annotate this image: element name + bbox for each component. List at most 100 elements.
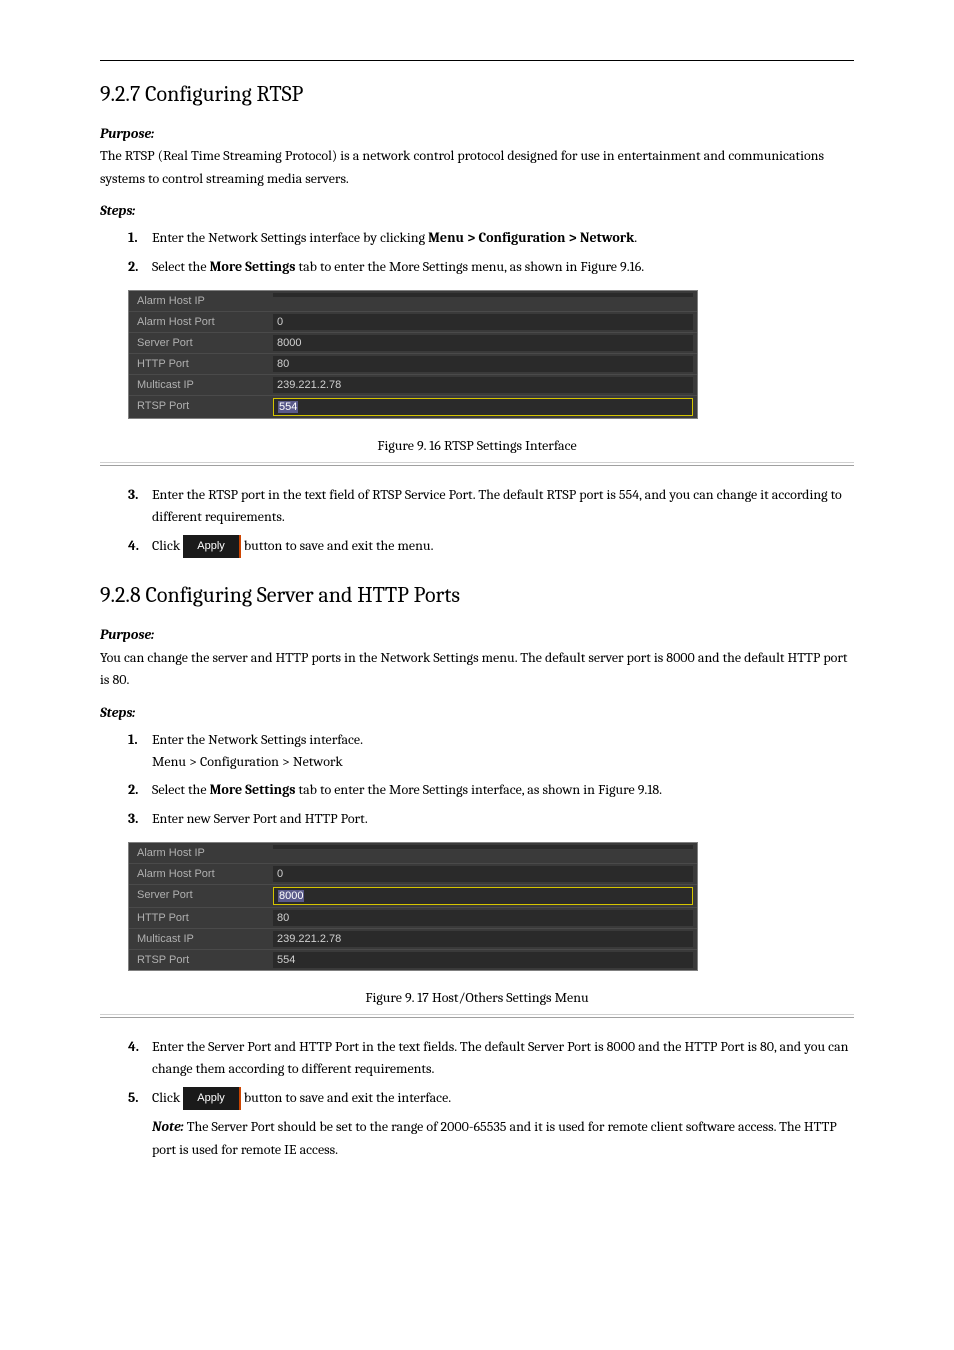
step-text: . [634, 229, 637, 246]
settings-row: RTSP Port554 [129, 950, 697, 970]
settings-row: RTSP Port554 [129, 396, 697, 418]
step-2: 2. Select the More Settings tab to enter… [128, 256, 854, 278]
settings-row: HTTP Port80 [129, 354, 697, 375]
purpose-text-ports: You can change the server and HTTP ports… [100, 649, 847, 688]
figure-rule [100, 462, 854, 463]
apply-button[interactable]: Apply [183, 535, 241, 559]
step-marker: 4. [128, 535, 152, 559]
figure-rule [100, 465, 854, 466]
step-marker: 1. [128, 227, 152, 249]
figure-rule [100, 1017, 854, 1018]
step-5: 5. Click Apply button to save and exit t… [128, 1087, 854, 1111]
settings-row: Server Port8000 [129, 333, 697, 354]
step-text: Click [152, 1089, 183, 1106]
settings-value-cell [269, 291, 697, 311]
steps-label-rtsp: Steps: [100, 202, 854, 219]
step-4: 4. Enter the Server Port and HTTP Port i… [128, 1036, 854, 1081]
step-marker: 3. [128, 808, 152, 830]
settings-row: Server Port8000 [129, 885, 697, 908]
step-text: button to save and exit the menu. [244, 537, 434, 554]
settings-row: Alarm Host IP [129, 843, 697, 864]
settings-row: Multicast IP239.221.2.78 [129, 929, 697, 950]
settings-input[interactable]: 554 [273, 952, 693, 968]
settings-row: Alarm Host Port0 [129, 312, 697, 333]
step-text: tab to enter the More Settings menu, as … [295, 258, 644, 275]
settings-row: Alarm Host Port0 [129, 864, 697, 885]
settings-value-cell: 554 [269, 396, 697, 418]
step-text-bold: Menu > Configuration > Network [428, 229, 634, 246]
ports-settings-panel: Alarm Host IPAlarm Host Port0Server Port… [128, 842, 698, 971]
step-text: Enter new Server Port and HTTP Port. [152, 808, 854, 830]
settings-value-cell: 239.221.2.78 [269, 929, 697, 949]
step-4: 4. Click Apply button to save and exit t… [128, 535, 854, 559]
settings-label: Multicast IP [129, 375, 269, 395]
settings-input[interactable]: 80 [273, 356, 693, 372]
step-marker: 2. [128, 779, 152, 801]
purpose-text-rtsp: The RTSP (Real Time Streaming Protocol) … [100, 147, 824, 186]
settings-value-cell: 554 [269, 950, 697, 970]
settings-label: Alarm Host IP [129, 843, 269, 863]
settings-input[interactable]: 239.221.2.78 [273, 377, 693, 393]
settings-value-cell: 239.221.2.78 [269, 375, 697, 395]
figure-caption-rtsp: Figure 9. 16 RTSP Settings Interface [100, 437, 854, 454]
settings-input[interactable] [273, 845, 693, 849]
settings-row: Multicast IP239.221.2.78 [129, 375, 697, 396]
step-text: Enter the Server Port and HTTP Port in t… [152, 1036, 854, 1081]
settings-input[interactable]: 0 [273, 314, 693, 330]
step-text: button to save and exit the interface. [244, 1089, 451, 1106]
step-text: Enter the RTSP port in the text field of… [152, 484, 854, 529]
settings-input[interactable]: 239.221.2.78 [273, 931, 693, 947]
step-2: 2. Select the More Settings tab to enter… [128, 779, 854, 801]
settings-label: Alarm Host Port [129, 864, 269, 884]
settings-label: Multicast IP [129, 929, 269, 949]
settings-label: Alarm Host Port [129, 312, 269, 332]
steps-label-ports: Steps: [100, 704, 854, 721]
settings-label: RTSP Port [129, 396, 269, 418]
step-text: tab to enter the More Settings interface… [295, 781, 662, 798]
purpose-label-ports: Purpose: [100, 626, 154, 643]
settings-value-cell: 80 [269, 354, 697, 374]
figure-rule [100, 1014, 854, 1015]
settings-label: HTTP Port [129, 908, 269, 928]
settings-label: Alarm Host IP [129, 291, 269, 311]
settings-value-cell: 0 [269, 864, 697, 884]
settings-input[interactable]: 0 [273, 866, 693, 882]
settings-input[interactable]: 554 [273, 398, 693, 416]
settings-value-cell: 8000 [269, 333, 697, 353]
settings-value-cell: 0 [269, 312, 697, 332]
figure-caption-ports: Figure 9. 17 Host/Others Settings Menu [100, 989, 854, 1006]
settings-label: HTTP Port [129, 354, 269, 374]
heading-ports: 9.2.8 Configuring Server and HTTP Ports [100, 582, 854, 608]
step-text: Select the [152, 258, 210, 275]
settings-value-cell: 80 [269, 908, 697, 928]
purpose-label-rtsp: Purpose: [100, 125, 154, 142]
settings-label: Server Port [129, 333, 269, 353]
settings-input[interactable]: 8000 [273, 335, 693, 351]
apply-button[interactable]: Apply [183, 1087, 241, 1111]
step-sub: Menu > Configuration > Network [152, 753, 343, 770]
settings-row: HTTP Port80 [129, 908, 697, 929]
step-1: 1. Enter the Network Settings interface.… [128, 729, 854, 774]
step-text: Enter the Network Settings interface by … [152, 229, 428, 246]
step-text: Enter the Network Settings interface. [152, 731, 363, 748]
note-label: Note: [152, 1118, 184, 1135]
settings-input[interactable]: 80 [273, 910, 693, 926]
step-marker: 2. [128, 256, 152, 278]
settings-input[interactable] [273, 293, 693, 297]
settings-value-cell [269, 843, 697, 863]
step-text-bold: More Settings [210, 781, 296, 798]
step-text: Select the [152, 781, 210, 798]
step-marker: 4. [128, 1036, 152, 1081]
step-text-bold: More Settings [210, 258, 296, 275]
rtsp-settings-panel: Alarm Host IPAlarm Host Port0Server Port… [128, 290, 698, 419]
settings-input[interactable]: 8000 [273, 887, 693, 905]
step-marker: 1. [128, 729, 152, 774]
top-rule [100, 60, 854, 61]
note-text: The Server Port should be set to the ran… [152, 1118, 837, 1157]
settings-label: Server Port [129, 885, 269, 907]
step-3: 3. Enter the RTSP port in the text field… [128, 484, 854, 529]
step-3: 3. Enter new Server Port and HTTP Port. [128, 808, 854, 830]
heading-rtsp: 9.2.7 Configuring RTSP [100, 81, 854, 107]
step-marker: 5. [128, 1087, 152, 1111]
settings-value-cell: 8000 [269, 885, 697, 907]
